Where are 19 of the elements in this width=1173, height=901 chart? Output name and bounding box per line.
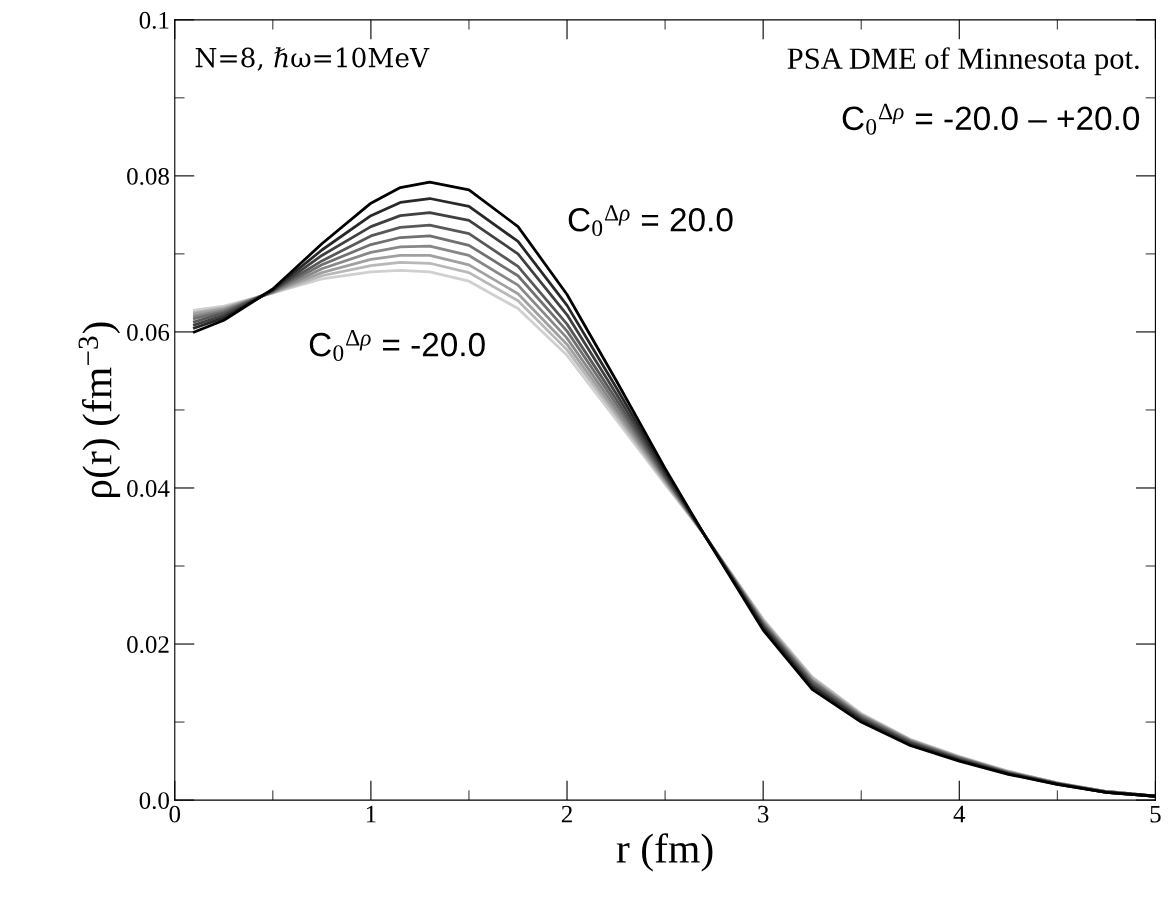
y-tick-label: 0.06 xyxy=(127,323,170,341)
y-tick-label: 0.04 xyxy=(127,480,170,498)
annotation: N=8, ℏω=10MeV xyxy=(195,47,430,71)
x-tick-label: 4 xyxy=(953,805,966,823)
y-tick-label: 0.02 xyxy=(127,636,169,654)
y-tick-label: 0.1 xyxy=(139,11,169,29)
x-tick-label: 5 xyxy=(1150,805,1161,823)
x-tick-label: 0 xyxy=(169,805,181,823)
annotation: C$_{0}$$^{Δρ}$ = -20.0 – +20.0 xyxy=(842,103,1140,135)
y-tick-label: 0.08 xyxy=(127,167,169,185)
x-tick-label: 3 xyxy=(758,805,769,823)
x-axis-title: r (fm) xyxy=(616,833,713,872)
annotation: C$_{0}$$^{Δρ}$ = -20.0 xyxy=(309,330,485,361)
annotation: C$_{0}$$^{Δρ}$ = 20.0 xyxy=(568,205,733,237)
y-tick-label: 0.0 xyxy=(139,792,169,810)
x-tick-label: 2 xyxy=(561,805,572,823)
y-axis-title: ρ(r) (fm$^{−3}$) xyxy=(78,322,121,498)
x-tick-label: 1 xyxy=(366,805,376,823)
annotation: PSA DME of Minnesota pot. xyxy=(787,47,1139,76)
